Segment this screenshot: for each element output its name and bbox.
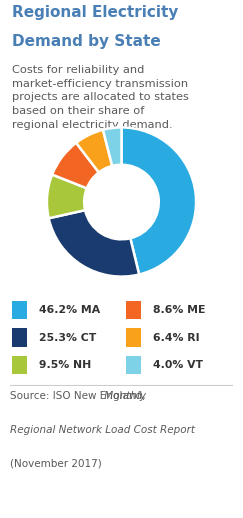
- Text: (November 2017): (November 2017): [10, 458, 102, 468]
- Wedge shape: [103, 127, 122, 166]
- Text: 6.4% RI: 6.4% RI: [154, 333, 200, 342]
- Text: Costs for reliability and
market-efficiency transmission
projects are allocated : Costs for reliability and market-efficie…: [12, 65, 189, 130]
- Text: Source: ISO New England,: Source: ISO New England,: [10, 391, 148, 401]
- Wedge shape: [49, 210, 139, 277]
- Text: 4.0% VT: 4.0% VT: [154, 360, 203, 370]
- Text: 8.6% ME: 8.6% ME: [154, 305, 206, 315]
- Text: 9.5% NH: 9.5% NH: [39, 360, 92, 370]
- Text: Demand by State: Demand by State: [12, 34, 161, 49]
- Wedge shape: [122, 127, 196, 275]
- Bar: [126, 301, 141, 319]
- Bar: [12, 328, 27, 347]
- Bar: [12, 356, 27, 374]
- Wedge shape: [76, 130, 112, 172]
- Text: Regional Electricity: Regional Electricity: [12, 5, 179, 20]
- Wedge shape: [52, 143, 99, 188]
- Text: 25.3% CT: 25.3% CT: [39, 333, 96, 342]
- Wedge shape: [47, 175, 87, 218]
- Bar: [126, 328, 141, 347]
- Text: Monthly: Monthly: [10, 391, 146, 401]
- Bar: [126, 356, 141, 374]
- Text: 46.2% MA: 46.2% MA: [39, 305, 100, 315]
- Text: Regional Network Load Cost Report: Regional Network Load Cost Report: [10, 425, 195, 435]
- Bar: [12, 301, 27, 319]
